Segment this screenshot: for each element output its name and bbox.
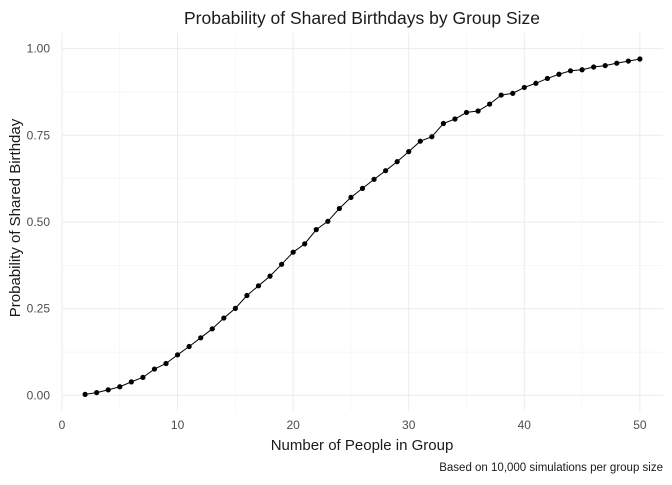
data-point bbox=[579, 67, 585, 73]
data-point bbox=[255, 283, 262, 289]
data-point bbox=[325, 218, 331, 224]
y-tick-label: 0.00 bbox=[27, 388, 51, 402]
data-point bbox=[94, 390, 100, 396]
x-tick-label: 10 bbox=[171, 418, 185, 432]
x-tick-label: 20 bbox=[286, 418, 300, 432]
data-point bbox=[151, 366, 158, 372]
data-point bbox=[394, 159, 400, 165]
data-point bbox=[591, 64, 597, 70]
data-point bbox=[348, 194, 354, 200]
data-point bbox=[521, 84, 527, 91]
data-point bbox=[567, 68, 574, 74]
series-layer bbox=[85, 58, 640, 395]
data-point bbox=[82, 391, 88, 397]
data-point bbox=[336, 205, 342, 212]
data-point bbox=[533, 80, 539, 86]
data-point bbox=[440, 120, 447, 127]
data-point bbox=[614, 60, 620, 66]
data-point bbox=[625, 58, 631, 64]
data-point bbox=[290, 249, 296, 255]
chart-title: Probability of Shared Birthdays by Group… bbox=[184, 8, 540, 28]
data-point bbox=[313, 227, 319, 233]
data-point bbox=[463, 109, 470, 116]
data-point bbox=[383, 168, 389, 174]
data-point bbox=[406, 149, 412, 155]
data-point bbox=[221, 315, 227, 321]
points-layer bbox=[82, 56, 643, 397]
x-tick-label: 30 bbox=[402, 418, 416, 432]
data-point bbox=[278, 261, 285, 267]
data-point bbox=[140, 374, 146, 380]
data-point bbox=[498, 92, 504, 98]
data-point bbox=[475, 108, 481, 114]
data-point bbox=[510, 90, 516, 96]
grid bbox=[61, 33, 663, 411]
data-point bbox=[602, 62, 608, 69]
data-point bbox=[244, 292, 250, 299]
data-point bbox=[302, 241, 308, 247]
data-point bbox=[209, 326, 215, 332]
y-tick-label: 0.25 bbox=[27, 302, 51, 316]
data-point bbox=[267, 273, 273, 279]
x-tick-label: 40 bbox=[518, 418, 532, 432]
data-point bbox=[544, 75, 551, 82]
data-point bbox=[128, 379, 134, 385]
data-point bbox=[371, 176, 377, 182]
data-point bbox=[487, 101, 493, 107]
data-point bbox=[359, 185, 366, 191]
tick-labels: 0 10 20 30 40 50 0.00 0.25 0.50 0.75 1.00 bbox=[27, 42, 647, 432]
data-point bbox=[174, 352, 181, 358]
data-point bbox=[637, 56, 643, 62]
data-point bbox=[117, 384, 123, 390]
data-point bbox=[232, 305, 238, 311]
y-tick-label: 0.75 bbox=[27, 128, 51, 142]
data-point bbox=[417, 138, 423, 144]
x-tick-label: 0 bbox=[59, 418, 66, 432]
data-point bbox=[163, 360, 169, 367]
y-tick-label: 1.00 bbox=[27, 42, 51, 56]
y-tick-label: 0.50 bbox=[27, 215, 51, 229]
data-point bbox=[186, 343, 192, 350]
data-point bbox=[429, 134, 435, 140]
y-axis-title: Probability of Shared Birthday bbox=[7, 118, 24, 317]
data-point bbox=[556, 71, 562, 77]
x-tick-label: 50 bbox=[633, 418, 647, 432]
data-point bbox=[452, 116, 458, 122]
chart-caption: Based on 10,000 simulations per group si… bbox=[439, 462, 663, 474]
data-point bbox=[105, 387, 111, 393]
data-point bbox=[198, 335, 204, 341]
x-axis-title: Number of People in Group bbox=[271, 437, 454, 454]
series-line bbox=[85, 58, 640, 395]
